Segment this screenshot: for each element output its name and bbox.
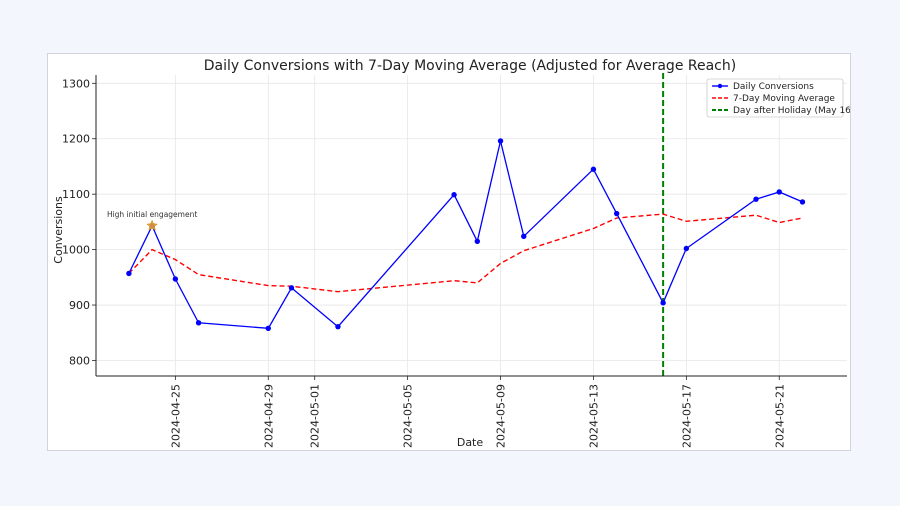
data-point [753, 196, 759, 202]
y-tick-label: 800 [69, 354, 90, 367]
data-point [521, 233, 527, 240]
y-tick-label: 1200 [62, 133, 90, 146]
data-point [474, 238, 481, 244]
y-tick-label: 1300 [62, 77, 90, 90]
y-axis-label: Conversions [52, 196, 65, 264]
y-tick-label: 1100 [62, 188, 90, 201]
data-point [497, 138, 504, 144]
series-group [126, 138, 806, 332]
x-tick-label: 2024-05-01 [309, 384, 322, 448]
legend-box [706, 78, 844, 118]
y-tick-label: 1000 [62, 244, 90, 257]
legend-entry: Daily Conversions [733, 82, 814, 92]
data-point [288, 285, 295, 291]
x-tick-label: 2024-05-09 [495, 384, 508, 448]
annotation-group: High initial engagement [107, 210, 197, 231]
annotation-text: High initial engagement [107, 210, 197, 219]
ticks: 800 900 1000 1100 1200 1300 2024-04-25 2024-04-… [62, 77, 786, 448]
data-point [126, 270, 132, 277]
chart-title: Daily Conversions with 7-Day Moving Aver… [204, 58, 736, 74]
data-point [590, 166, 597, 172]
data-point [172, 276, 179, 282]
x-tick-label: 2024-05-13 [587, 384, 600, 448]
x-tick-label: 2024-05-21 [773, 384, 786, 448]
data-point [195, 320, 202, 326]
data-point [799, 199, 806, 205]
legend-entry: 7-Day Moving Average [733, 94, 835, 104]
annotation-star [146, 219, 159, 231]
data-point [265, 325, 271, 332]
legend-entry: Day after Holiday (May 16) [733, 106, 850, 116]
data-point [613, 210, 620, 217]
grid [96, 75, 847, 376]
y-tick-label: 900 [69, 299, 90, 312]
x-axis-label: Date [457, 436, 484, 449]
x-tick-label: 2024-05-17 [680, 384, 693, 448]
daily-conversions-line [128, 140, 803, 329]
x-tick-label: 2024-05-05 [402, 384, 415, 448]
moving-average-line [128, 213, 803, 293]
data-point [776, 189, 782, 195]
axes [95, 75, 847, 377]
line-chart: Daily Conversions with 7-Day Moving Aver… [52, 58, 850, 449]
legend-marker [717, 83, 723, 89]
x-tick-label: 2024-04-29 [262, 384, 275, 448]
data-point [451, 192, 457, 198]
x-tick-label: 2024-04-25 [169, 384, 182, 448]
chart-canvas: Daily Conversions with 7-Day Moving Aver… [47, 53, 851, 451]
data-point [683, 245, 690, 252]
data-point [335, 323, 341, 330]
legend: Daily Conversions 7-Day Moving Average Day… [706, 78, 850, 118]
data-point [660, 300, 666, 306]
